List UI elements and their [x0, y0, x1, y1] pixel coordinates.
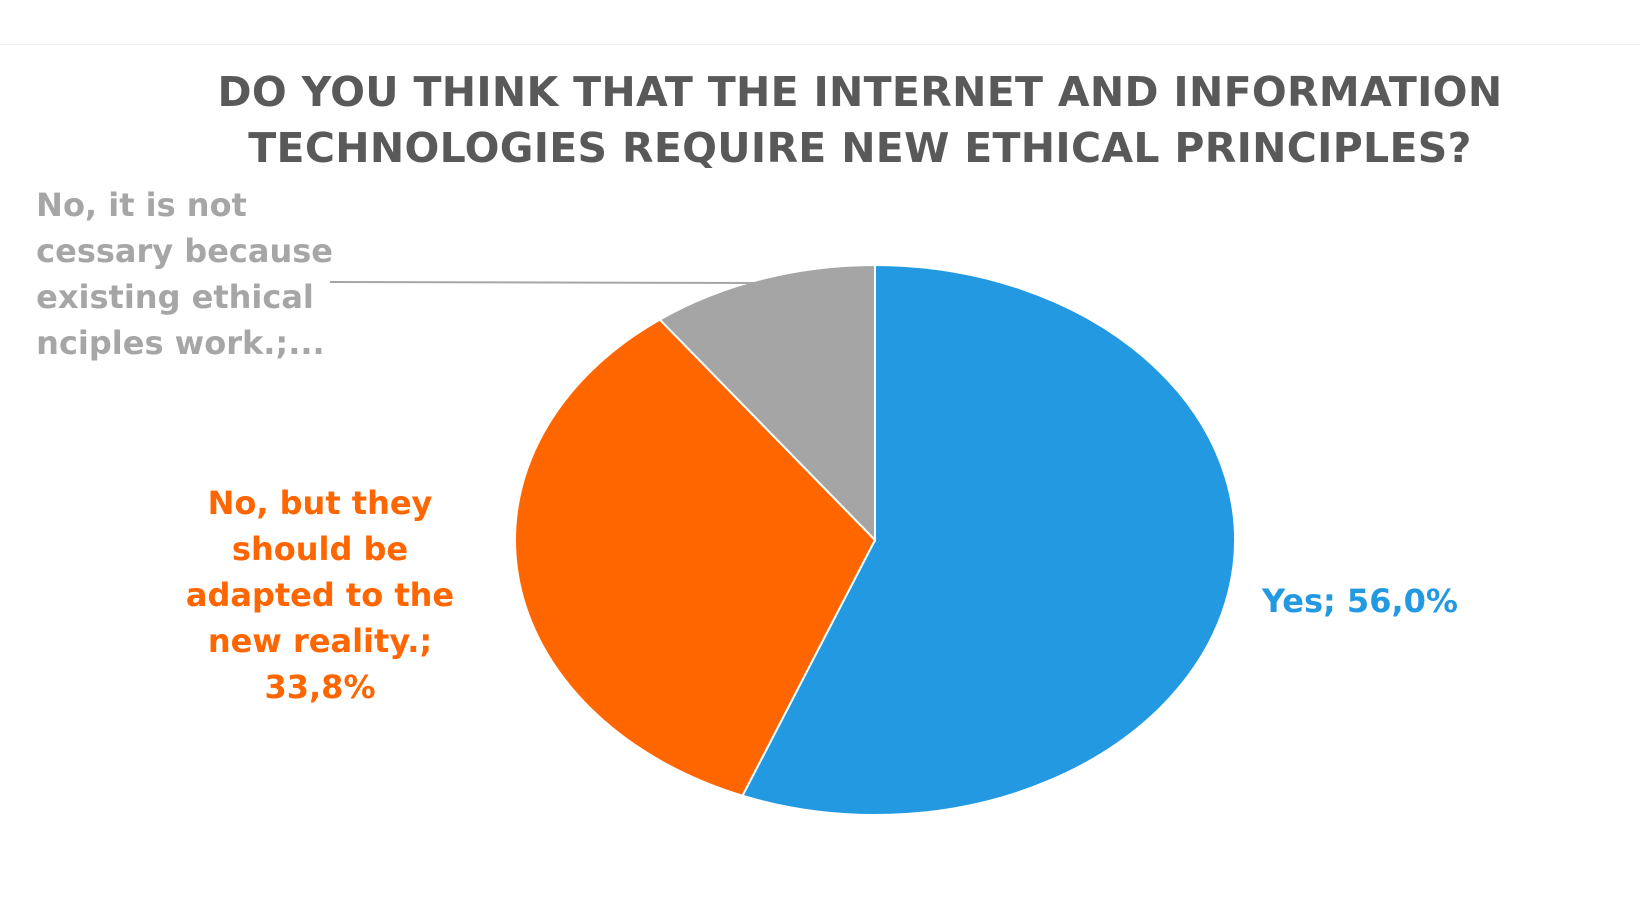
- data-label-yes-line-1: Yes; 56,0%: [1262, 582, 1458, 620]
- data-label-yes: Yes; 56,0%: [1262, 578, 1458, 624]
- data-label-adapt-line-5: 33,8%: [264, 668, 376, 706]
- leader-line: [329, 281, 764, 284]
- chart-title-line-1: DO YOU THINK THAT THE INTERNET AND INFOR…: [217, 68, 1503, 116]
- chart-title-line-2: TECHNOLOGIES REQUIRE NEW ETHICAL PRINCIP…: [248, 124, 1472, 172]
- data-label-not-necessary-line-4: nciples work.;...: [36, 324, 325, 362]
- pie-slice-yes: [741, 263, 1236, 816]
- data-label-not-necessary-line-1: No, it is not: [36, 186, 247, 224]
- data-label-not-necessary: No, it is not cessary because existing e…: [36, 182, 333, 366]
- data-label-adapt-line-4: new reality.;: [207, 622, 433, 660]
- chart-title: DO YOU THINK THAT THE INTERNET AND INFOR…: [80, 64, 1640, 176]
- pie-slice-adapt: [514, 318, 877, 797]
- pie-slice-not-necessary: [658, 263, 876, 543]
- data-label-adapt-line-3: adapted to the: [185, 576, 455, 614]
- data-label-adapt: No, but they should be adapted to the ne…: [130, 480, 510, 710]
- top-divider: [0, 44, 1640, 45]
- data-label-adapt-line-2: should be: [231, 530, 409, 568]
- data-label-adapt-line-1: No, but they: [207, 484, 433, 522]
- data-label-not-necessary-line-3: existing ethical: [36, 278, 314, 316]
- data-label-not-necessary-line-2: cessary because: [36, 232, 333, 270]
- pie-slices: [514, 263, 1236, 816]
